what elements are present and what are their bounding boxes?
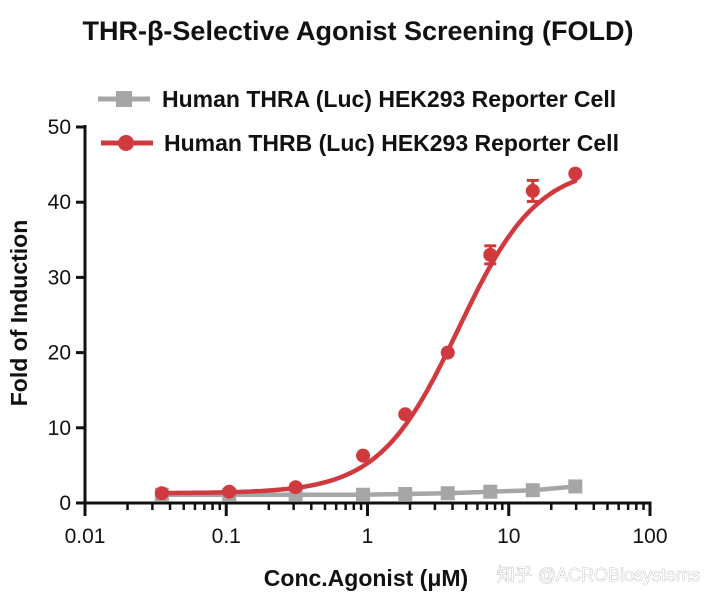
- data-point-thrb: [288, 480, 303, 495]
- series-curve-thrb: [159, 178, 578, 496]
- data-point-thrb: [483, 247, 498, 262]
- legend: Human THRA (Luc) HEK293 Reporter Cell Hu…: [98, 86, 619, 156]
- data-point-thrb: [356, 448, 371, 463]
- data-point-thra: [356, 487, 371, 502]
- x-tick-label: 0.1: [212, 525, 241, 548]
- y-tick-label: 10: [48, 417, 71, 440]
- x-tick-label: 0.01: [65, 525, 106, 548]
- data-point-thra: [568, 479, 583, 494]
- legend-item-thrb: Human THRB (Luc) HEK293 Reporter Cell: [101, 130, 619, 156]
- data-point-thra: [398, 486, 413, 501]
- legend-marker-thrb: [118, 135, 134, 151]
- watermark: 知乎 @ACROBiosystems: [497, 565, 700, 585]
- y-axis-label: Fold of Induction: [6, 220, 32, 407]
- y-tick-label: 0: [59, 492, 71, 515]
- legend-label-thrb: Human THRB (Luc) HEK293 Reporter Cell: [164, 130, 619, 156]
- legend-item-thra: Human THRA (Luc) HEK293 Reporter Cell: [98, 86, 616, 112]
- data-point-thrb: [398, 407, 413, 422]
- y-tick-label: 20: [48, 342, 71, 365]
- y-tick-label: 30: [48, 266, 71, 289]
- x-tick-label: 100: [632, 525, 667, 548]
- data-point-thrb: [222, 484, 237, 499]
- data-point-thrb: [440, 345, 455, 360]
- y-axis-ticks: 0 10 20 30 40 50: [48, 116, 85, 515]
- axes: [83, 125, 652, 505]
- x-axis-ticks: 0.01 0.1 1 10 100: [65, 503, 668, 548]
- data-point-thrb: [568, 166, 583, 181]
- series-layer: [154, 166, 583, 502]
- data-point-thrb: [525, 183, 540, 198]
- x-axis-label: Conc.Agonist (μM): [264, 565, 468, 591]
- legend-marker-thra: [116, 91, 132, 107]
- data-point-thra: [440, 486, 455, 501]
- data-point-thrb: [154, 486, 169, 501]
- y-tick-label: 50: [48, 116, 71, 139]
- data-point-thra: [525, 483, 540, 498]
- x-tick-label: 10: [497, 525, 520, 548]
- y-tick-label: 40: [48, 191, 71, 214]
- legend-label-thra: Human THRA (Luc) HEK293 Reporter Cell: [162, 86, 616, 112]
- chart-title: THR-β-Selective Agonist Screening (FOLD): [82, 16, 633, 46]
- data-point-thra: [483, 484, 498, 499]
- x-tick-label: 1: [362, 525, 374, 548]
